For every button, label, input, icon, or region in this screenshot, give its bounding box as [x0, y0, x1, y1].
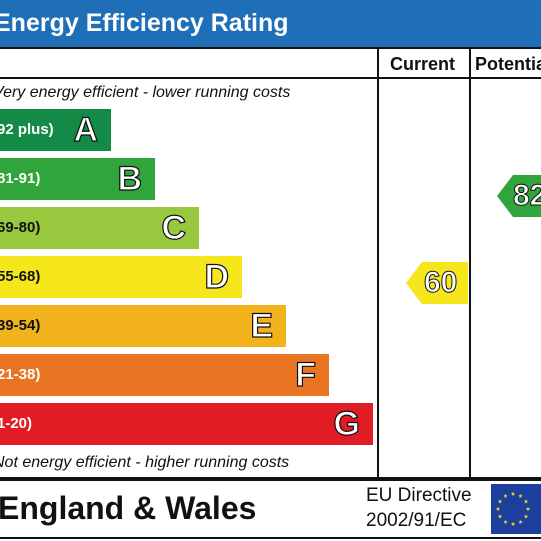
potential-column-header: Potential — [475, 54, 541, 74]
band-f: (21-38) F — [0, 354, 329, 396]
bottom-note: Not energy efficient - higher running co… — [0, 454, 290, 471]
footer-frame — [0, 479, 541, 539]
chart-title: Energy Efficiency Rating — [0, 9, 289, 37]
eu-flag-star — [523, 499, 529, 504]
top-note: Very energy efficient - lower running co… — [0, 84, 291, 101]
eu-flag-star — [510, 521, 516, 526]
band-g: (1-20) G — [0, 403, 373, 445]
band-d-letter: D — [204, 258, 230, 296]
potential-rating-value: 82 — [512, 179, 541, 213]
current-column-divider — [377, 48, 379, 479]
band-b: (81-91) B — [0, 158, 155, 200]
band-c-range: (69-80) — [0, 219, 41, 236]
eu-flag-star — [497, 514, 503, 519]
band-a: (92 plus) A — [0, 109, 111, 151]
band-f-letter: F — [295, 356, 317, 394]
band-g-range: (1-20) — [0, 415, 33, 432]
footer-country: England & Wales — [0, 490, 257, 526]
column-header-divider — [0, 77, 541, 79]
current-rating-value: 60 — [423, 266, 458, 300]
eu-flag-star — [518, 519, 523, 524]
eu-flag-star — [497, 499, 503, 504]
potential-column-divider — [469, 48, 471, 479]
band-c-letter: C — [161, 209, 187, 247]
rating-chart-frame — [0, 47, 541, 479]
band-g-letter: G — [333, 405, 361, 443]
eu-flag-star — [503, 493, 508, 498]
eu-flag-star — [503, 519, 508, 524]
eu-flag-star — [523, 514, 529, 519]
header-bar: Energy Efficiency Rating — [0, 0, 541, 48]
band-a-letter: A — [73, 111, 99, 149]
band-e-letter: E — [250, 307, 274, 345]
band-e-range: (39-54) — [0, 317, 41, 334]
eu-flag-icon — [491, 484, 541, 534]
band-d: (55-68) D — [0, 256, 242, 298]
current-column-header: Current — [390, 54, 456, 74]
eu-directive-number: 2002/91/EC — [366, 510, 467, 531]
band-e: (39-54) E — [0, 305, 286, 347]
eu-flag-star — [510, 491, 516, 496]
band-d-range: (55-68) — [0, 268, 41, 285]
eu-flag-star — [495, 506, 501, 511]
band-b-range: (81-91) — [0, 170, 41, 187]
band-f-range: (21-38) — [0, 366, 41, 383]
eu-flag-star — [518, 493, 523, 498]
band-a-range: (92 plus) — [0, 121, 54, 138]
potential-rating-arrow: 82 — [497, 175, 541, 217]
band-b-letter: B — [117, 160, 143, 198]
band-c: (69-80) C — [0, 207, 199, 249]
eu-flag-star — [525, 506, 531, 511]
eu-directive-label: EU Directive — [366, 485, 472, 506]
